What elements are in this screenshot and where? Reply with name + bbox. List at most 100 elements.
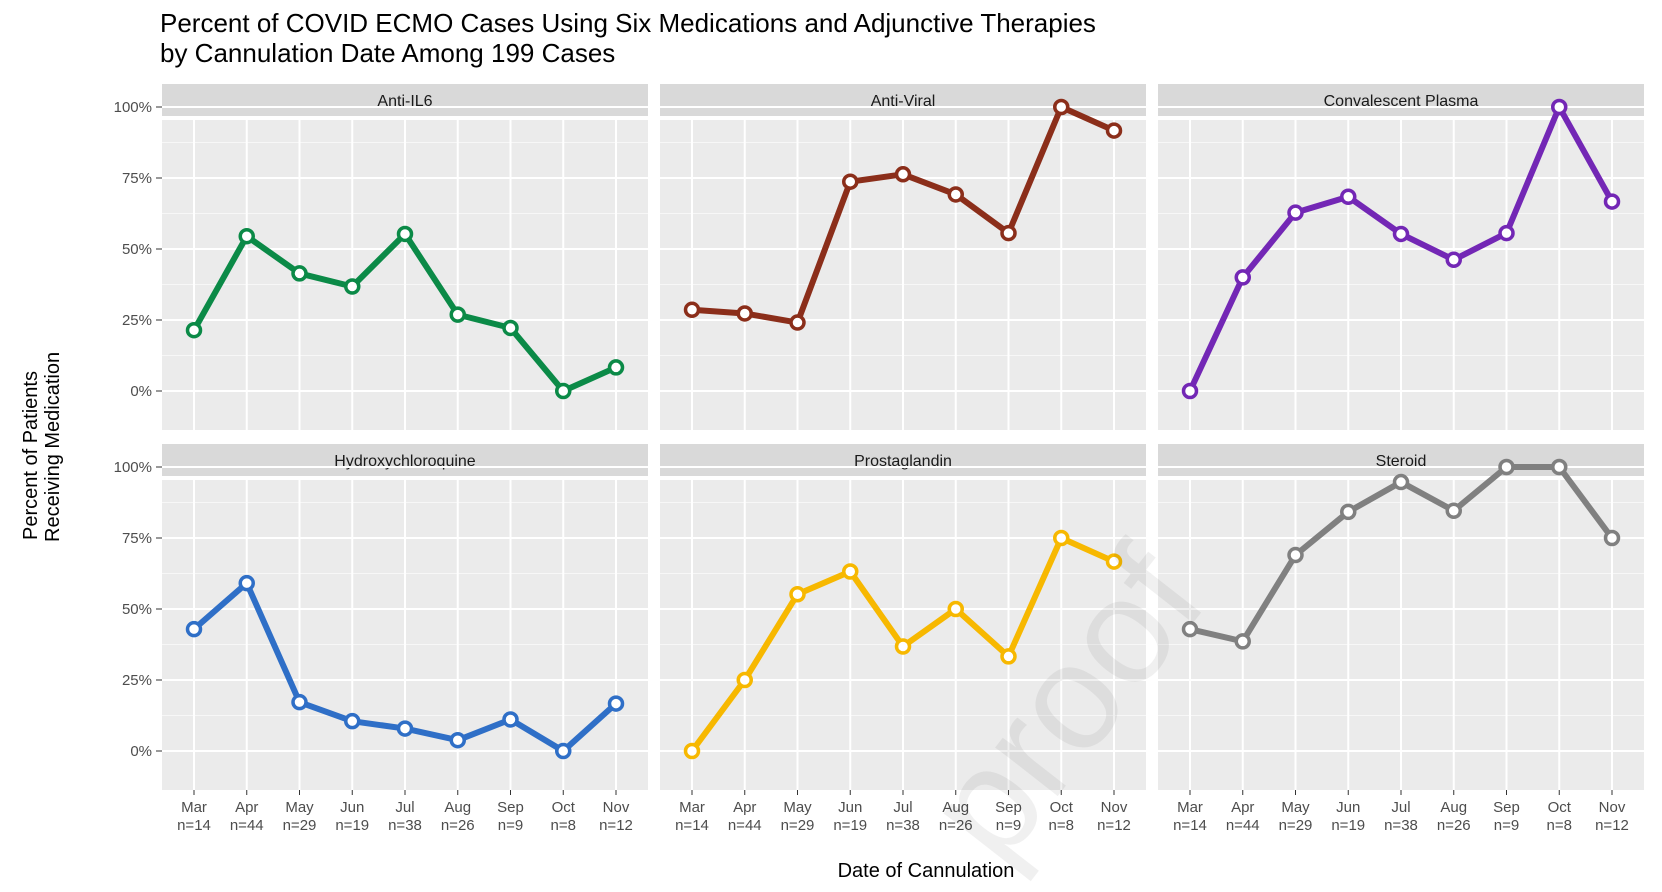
y-tick-label: 75%	[122, 530, 152, 547]
x-tick-label-month: Jun	[340, 799, 364, 816]
data-point	[894, 166, 912, 183]
data-point	[947, 186, 964, 203]
x-tick-label-month: Apr	[235, 799, 258, 816]
x-axis-label: Date of Cannulation	[837, 860, 1015, 882]
x-tick-label-month: Nov	[1101, 799, 1128, 816]
x-tick-label-count: n=26	[939, 817, 973, 834]
data-point	[185, 321, 203, 339]
data-point	[1234, 633, 1251, 650]
x-tick-label-count: n=19	[1331, 817, 1365, 834]
data-point	[449, 306, 466, 323]
data-point	[1551, 458, 1568, 476]
x-tick-label-count: n=19	[335, 817, 369, 834]
facet-strip-label: Steroid	[1376, 453, 1427, 470]
data-point	[947, 600, 964, 618]
facet-panel-anti-il6: Anti-IL6 0% 25% 50% 75% 100%	[114, 84, 648, 430]
facet-panel-anti-viral: Anti-Viral	[660, 84, 1146, 430]
data-point	[1445, 251, 1462, 269]
data-point	[1445, 502, 1462, 519]
x-tick-label-count: n=44	[728, 817, 762, 834]
y-tick-label: 50%	[122, 601, 152, 618]
data-point	[1498, 224, 1515, 242]
x-tick-label-month: Jul	[893, 799, 912, 816]
data-point	[1392, 225, 1410, 243]
x-tick-label-count: n=44	[230, 817, 264, 834]
data-point	[607, 359, 625, 376]
data-point	[1053, 98, 1070, 116]
x-tick-label-month: Sep	[995, 799, 1022, 816]
data-point	[894, 638, 912, 655]
data-point	[1234, 269, 1251, 286]
data-point	[502, 711, 519, 728]
data-point	[683, 301, 701, 319]
data-point	[185, 620, 203, 638]
facet-strip-label: Prostaglandin	[854, 453, 952, 470]
facet-strip-label: Convalescent Plasma	[1324, 93, 1479, 110]
data-point	[1340, 503, 1357, 521]
data-point	[736, 305, 753, 322]
data-point	[502, 319, 519, 337]
x-tick-label-month: Aug	[942, 799, 969, 816]
facet-strip-label: Anti-IL6	[377, 93, 432, 110]
x-tick-label-count: n=9	[1494, 817, 1519, 834]
data-point	[789, 585, 806, 603]
data-point	[1392, 473, 1410, 491]
x-tick-label-month: May	[1281, 799, 1310, 816]
x-tick-label-month: May	[783, 799, 812, 816]
x-tick-label-month: Sep	[497, 799, 524, 816]
x-tick-label-month: Nov	[1599, 799, 1626, 816]
facet-panel-convalescent-plasma: Convalescent Plasma	[1158, 84, 1644, 430]
facet-panel-steroid: SteroidMarn=14Aprn=44Mayn=29Junn=19Juln=…	[1158, 444, 1644, 834]
x-tick-label-month: May	[285, 799, 314, 816]
data-point	[1287, 546, 1304, 564]
data-point	[1181, 382, 1199, 400]
y-tick-label: 0%	[130, 743, 152, 760]
facet-strip-label: Hydroxychloroquine	[334, 453, 476, 470]
data-point	[1603, 193, 1621, 210]
data-point	[1105, 553, 1123, 570]
y-tick-label: 25%	[122, 672, 152, 689]
x-tick-label-count: n=12	[1097, 817, 1131, 834]
x-tick-label-count: n=12	[1595, 817, 1629, 834]
x-tick-label-count: n=14	[1173, 817, 1207, 834]
data-point	[291, 693, 308, 711]
y-tick-label: 100%	[114, 99, 152, 116]
data-point	[1551, 98, 1568, 116]
data-point	[1340, 188, 1357, 205]
x-tick-label-month: Apr	[733, 799, 756, 816]
y-tick-label: 50%	[122, 241, 152, 258]
data-point	[842, 563, 859, 580]
x-tick-label-month: Jul	[1391, 799, 1410, 816]
x-tick-label-month: Jun	[1336, 799, 1360, 816]
data-point	[842, 173, 859, 190]
data-point	[1053, 529, 1070, 547]
data-point	[1000, 224, 1017, 242]
y-tick-label: 0%	[130, 383, 152, 400]
data-point	[449, 731, 466, 749]
data-point	[396, 720, 414, 737]
facet-panel-prostaglandin: ProstaglandinMarn=14Aprn=44Mayn=29Junn=1…	[660, 444, 1146, 834]
facet-panel-hydroxychloroquine: Hydroxychloroquine 0% 25% 50% 75% 100% Marn=14…	[114, 444, 648, 834]
data-point	[789, 314, 806, 331]
x-tick-label-count: n=8	[551, 817, 576, 834]
data-point	[607, 695, 625, 712]
x-tick-label-count: n=26	[441, 817, 475, 834]
x-tick-label-count: n=38	[388, 817, 422, 834]
x-tick-label-count: n=9	[498, 817, 523, 834]
y-axis-label-line-1: Percent of Patients	[20, 371, 42, 540]
x-tick-label-month: Apr	[1231, 799, 1254, 816]
x-tick-label-month: Mar	[679, 799, 705, 816]
x-tick-label-month: Oct	[552, 799, 576, 816]
x-tick-label-month: Mar	[181, 799, 207, 816]
data-point	[555, 382, 572, 400]
y-tick-label: 75%	[122, 170, 152, 187]
x-tick-label-count: n=14	[675, 817, 709, 834]
data-point	[291, 265, 308, 282]
data-point	[1000, 648, 1017, 665]
x-tick-label-count: n=44	[1226, 817, 1260, 834]
chart-title-line-2: by Cannulation Date Among 199 Cases	[160, 38, 616, 68]
data-point	[1105, 122, 1123, 139]
facet-strip-label: Anti-Viral	[871, 93, 936, 110]
data-point	[736, 671, 753, 689]
